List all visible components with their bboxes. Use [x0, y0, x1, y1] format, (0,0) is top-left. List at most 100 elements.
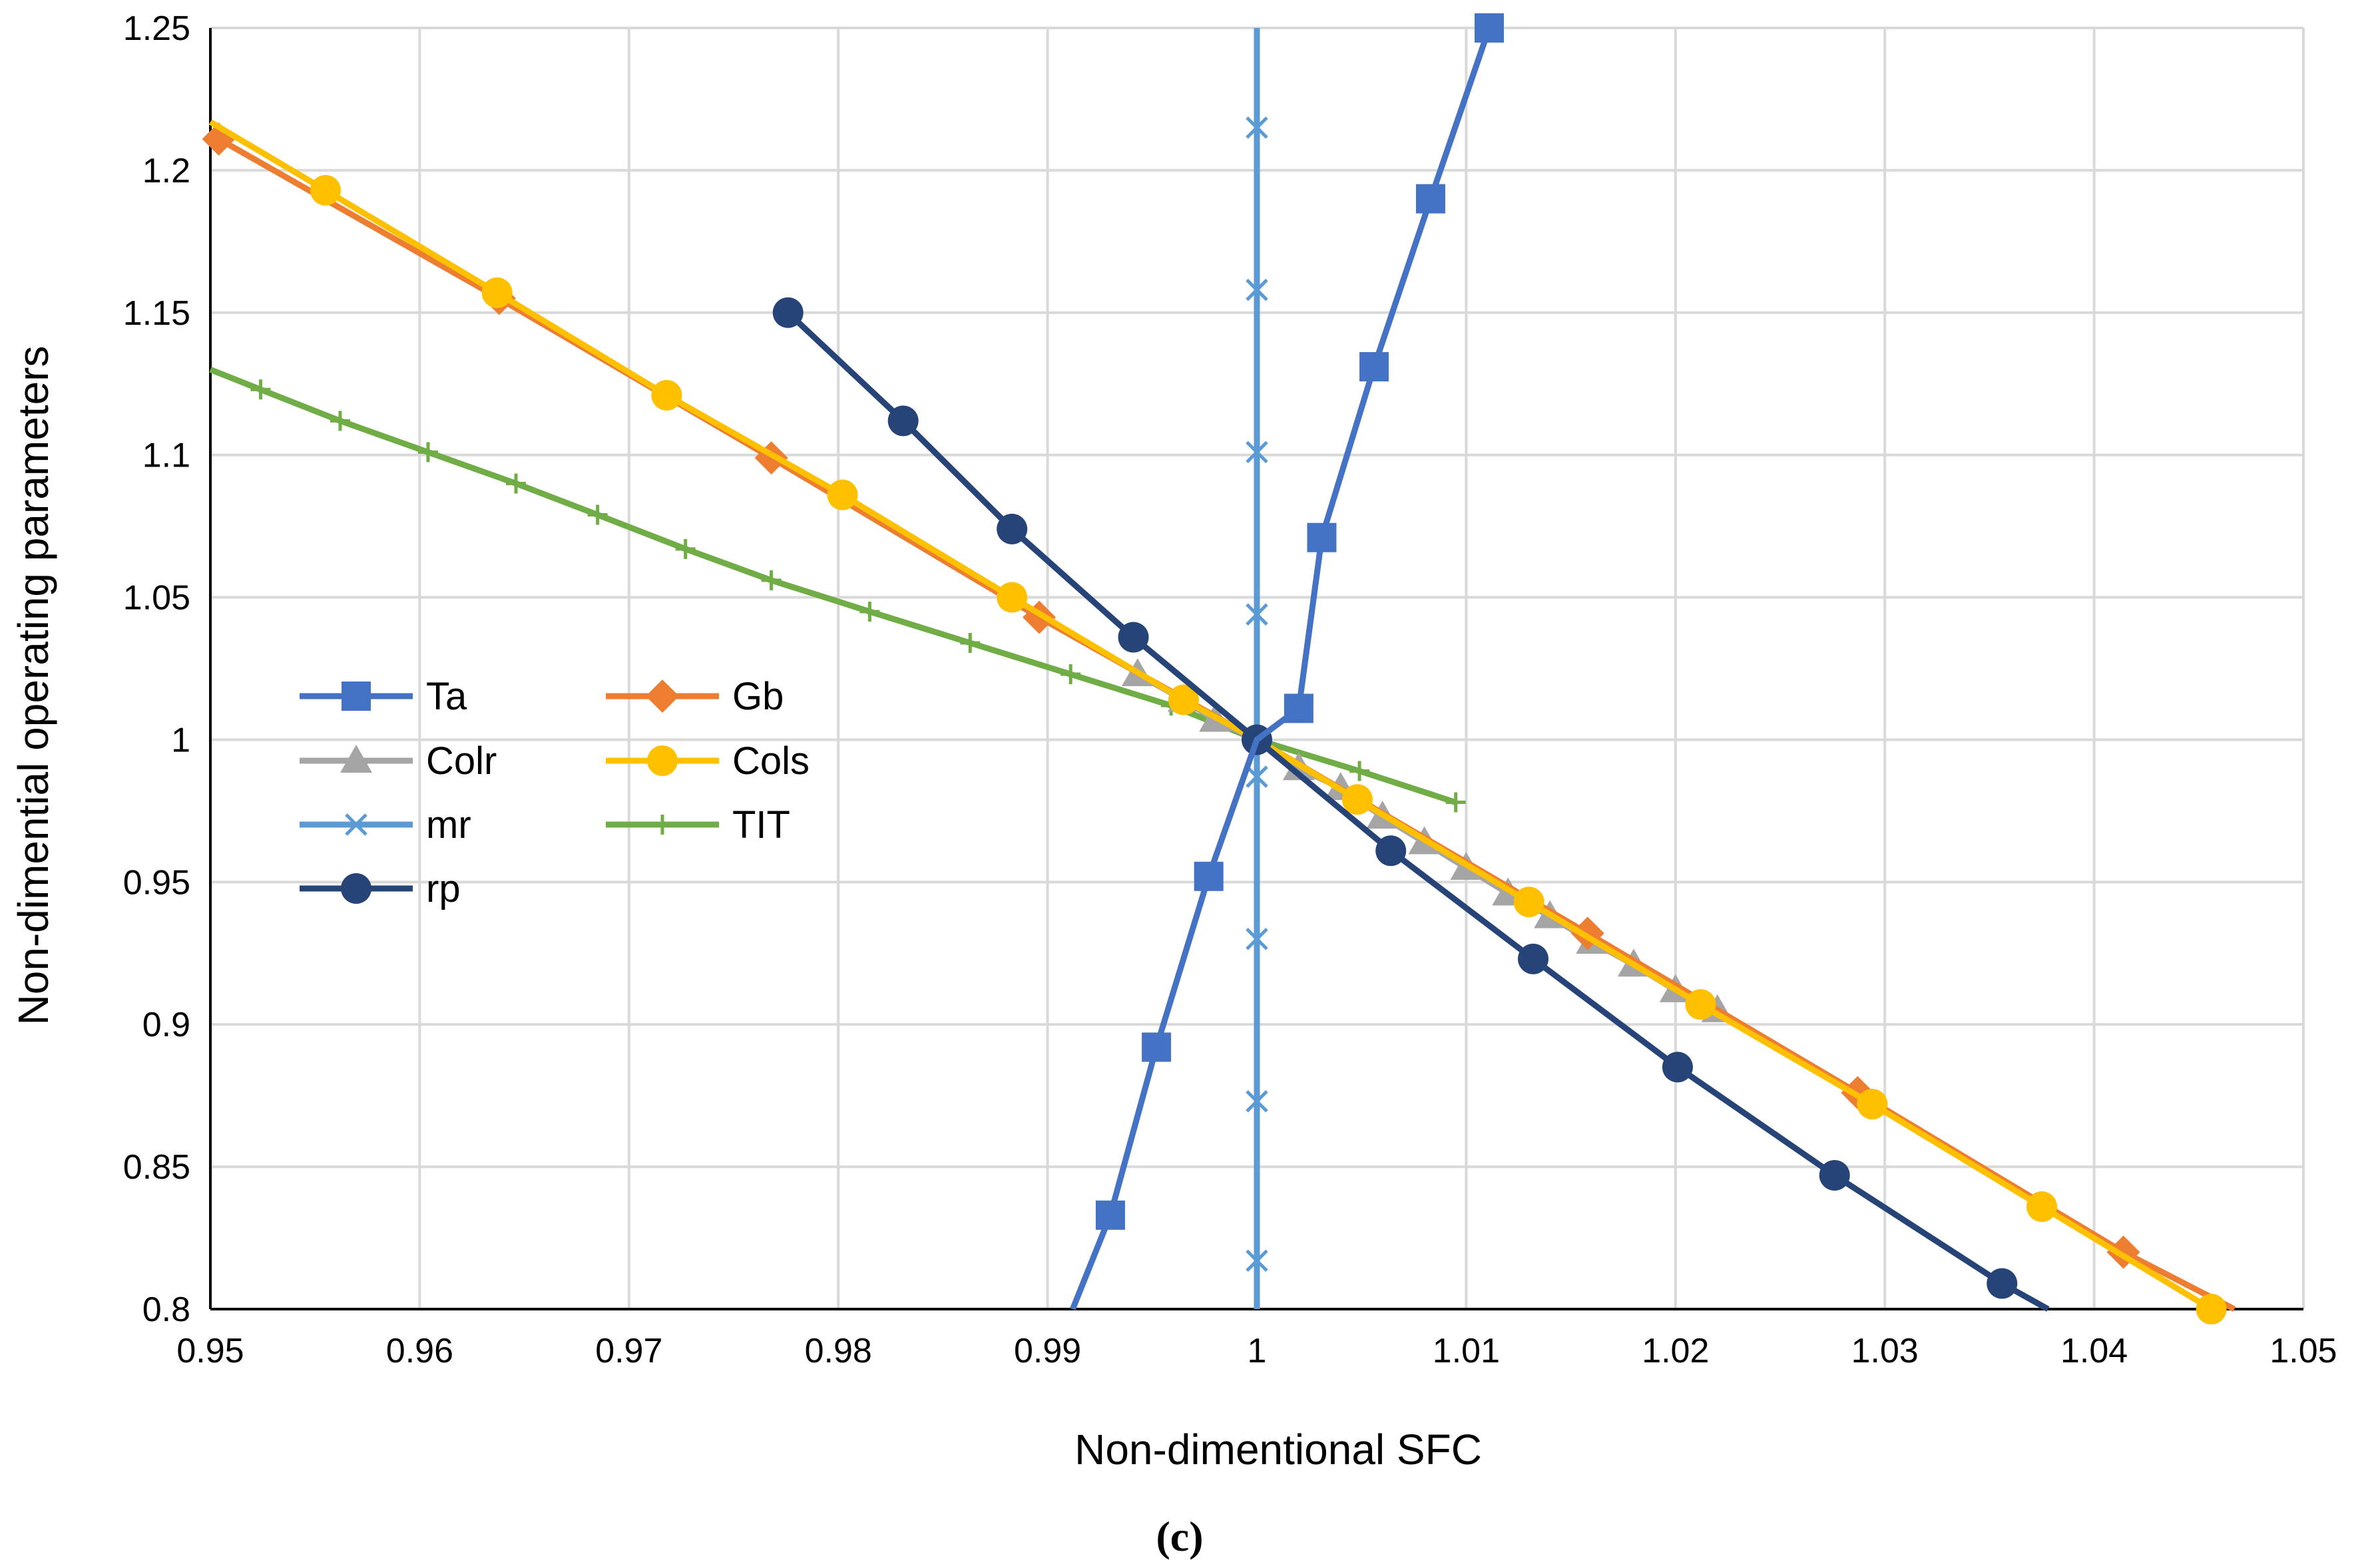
- legend-item-rp: rp: [300, 867, 461, 910]
- data-point-tit: [761, 570, 782, 590]
- data-point-cols: [2026, 1191, 2057, 1222]
- y-axis-title: Non-dimential operating parameters: [9, 346, 57, 1026]
- data-point-cols: [1685, 989, 1716, 1020]
- y-tick-label: 1: [171, 721, 190, 759]
- figure-caption: (c): [1156, 1513, 1203, 1560]
- data-point-tit: [1061, 664, 1081, 685]
- data-point-ta: [1095, 1200, 1125, 1230]
- legend-item-colr: Colr: [300, 739, 497, 783]
- legend-marker-cols: [647, 745, 678, 776]
- data-point-ta: [1284, 693, 1313, 723]
- data-point-tit: [587, 504, 608, 525]
- legend-label-gb: Gb: [732, 675, 784, 718]
- data-point-ta: [1142, 1032, 1172, 1062]
- x-tick-label: 0.99: [1014, 1332, 1081, 1370]
- legend-label-ta: Ta: [426, 675, 467, 718]
- data-point-rp: [997, 513, 1028, 544]
- legend-marker-colr: [340, 745, 372, 773]
- series-layer: [202, 13, 2236, 1324]
- series-mr: [1246, 28, 1268, 1309]
- data-point-mr: [1246, 928, 1268, 950]
- data-point-rp: [1819, 1159, 1850, 1191]
- data-point-cols: [1513, 886, 1544, 918]
- x-tick-label: 0.95: [176, 1332, 244, 1370]
- series-line-rp: [786, 310, 2050, 1312]
- data-point-rp: [1987, 1268, 2018, 1299]
- x-tick-label: 1.04: [2060, 1332, 2128, 1370]
- data-point-tit: [859, 601, 880, 622]
- data-point-cols: [827, 479, 858, 510]
- data-point-cols: [1857, 1089, 1888, 1119]
- data-point-rp: [1662, 1052, 1693, 1083]
- series-line-ta: [1070, 27, 1493, 1310]
- data-point-rp: [887, 405, 919, 437]
- legend-item-gb: Gb: [606, 675, 784, 718]
- series-cols: [208, 119, 2227, 1324]
- series-ta: [1070, 13, 1504, 1310]
- legend-label-colr: Colr: [426, 739, 497, 783]
- data-point-rp: [1375, 835, 1407, 867]
- data-point-tit: [1349, 761, 1370, 781]
- data-point-tit: [675, 538, 696, 559]
- legend-marker-mr: [345, 813, 367, 836]
- legend-marker-rp: [341, 873, 371, 904]
- data-point-cols: [1341, 784, 1373, 815]
- series-line-cols: [208, 119, 2214, 1312]
- data-point-ta: [1194, 861, 1224, 891]
- x-tick-label: 1.02: [1642, 1332, 1709, 1370]
- x-tick-label: 0.98: [805, 1332, 872, 1370]
- data-point-tit: [960, 633, 981, 653]
- y-tick-labels: 0.8 0.85 0.9 0.95 1 1.05 1.1 1.15 1.2 1.25: [123, 9, 190, 1329]
- data-point-tit: [250, 379, 271, 400]
- data-point-ta: [1307, 522, 1337, 552]
- data-point-cols: [1168, 684, 1199, 715]
- x-tick-label: 1: [1248, 1332, 1267, 1370]
- y-tick-label: 1.15: [123, 294, 190, 333]
- data-point-cols: [310, 174, 341, 206]
- x-tick-label: 1.03: [1851, 1332, 1919, 1370]
- y-tick-label: 1.05: [123, 579, 190, 618]
- legend-marker-tit: [652, 815, 672, 835]
- data-point-rp: [772, 297, 804, 328]
- legend-item-cols: Cols: [606, 739, 810, 783]
- data-point-cols: [997, 582, 1028, 613]
- data-point-tit: [417, 442, 438, 463]
- data-point-cols: [2196, 1294, 2227, 1324]
- legend-item-mr: mr: [300, 803, 471, 847]
- data-point-mr: [1246, 603, 1268, 626]
- y-tick-label: 0.95: [123, 863, 190, 902]
- x-tick-label: 1.05: [2269, 1332, 2337, 1370]
- legend-item-tit: TIT: [606, 803, 790, 847]
- data-point-rp: [1518, 943, 1549, 974]
- y-tick-label: 0.9: [142, 1006, 190, 1044]
- legend: Ta Gb Colr Cols mr TIT rp: [300, 675, 810, 910]
- data-point-tit: [506, 473, 527, 494]
- legend-marker-ta: [342, 682, 371, 711]
- legend-label-mr: mr: [426, 803, 471, 847]
- data-point-ta: [1474, 13, 1504, 43]
- y-tick-label: 1.2: [142, 152, 190, 190]
- legend-label-cols: Cols: [732, 739, 810, 783]
- data-point-mr: [1246, 116, 1268, 139]
- data-point-rp: [1118, 622, 1149, 653]
- legend-item-ta: Ta: [300, 675, 467, 718]
- x-tick-label: 1.01: [1433, 1332, 1500, 1370]
- data-point-mr: [1246, 1249, 1268, 1273]
- series-rp: [772, 297, 2050, 1312]
- legend-label-rp: rp: [426, 867, 461, 910]
- data-point-mr: [1246, 1089, 1268, 1113]
- x-tick-label: 0.96: [386, 1332, 453, 1370]
- y-tick-label: 1.1: [142, 437, 190, 475]
- data-point-ta: [1415, 184, 1445, 214]
- data-point-tit: [330, 411, 350, 431]
- data-point-cols: [481, 277, 513, 308]
- x-tick-labels: 0.95 0.96 0.97 0.98 0.99 1 1.01 1.02 1.03 1.04 1.0…: [176, 1332, 2337, 1370]
- data-point-cols: [651, 379, 682, 411]
- data-point-mr: [1246, 278, 1268, 301]
- y-tick-label: 1.25: [123, 9, 190, 48]
- legend-marker-gb: [646, 680, 679, 713]
- legend-label-tit: TIT: [732, 803, 790, 847]
- y-tick-label: 0.85: [123, 1148, 190, 1187]
- y-tick-label: 0.8: [142, 1290, 190, 1329]
